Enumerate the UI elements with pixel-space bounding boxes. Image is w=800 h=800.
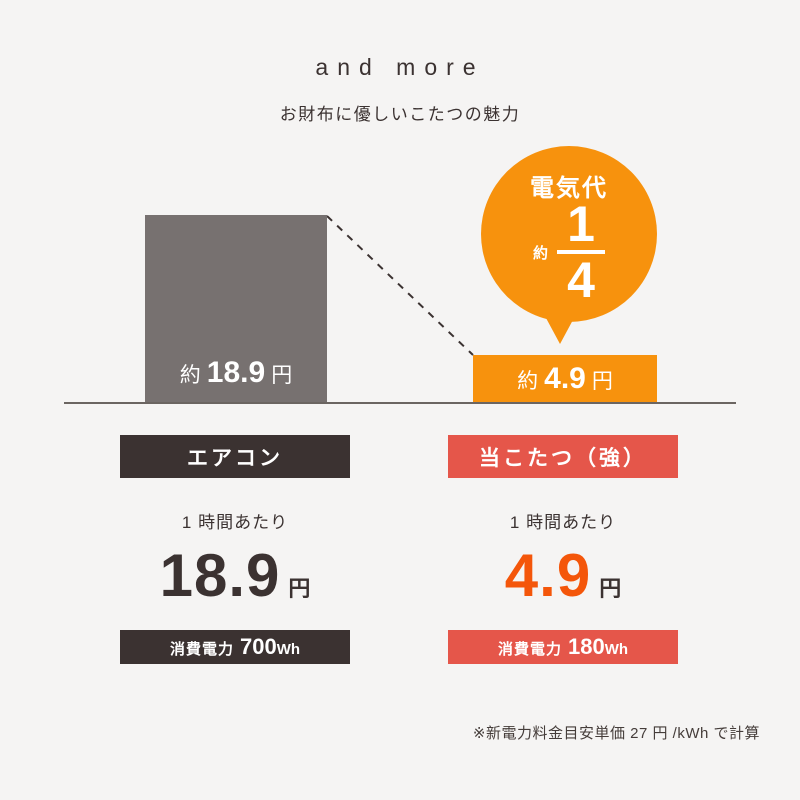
- aircon-power-prefix: 消費電力: [169, 641, 234, 658]
- fraction-approx-label: 約: [532, 244, 548, 262]
- fraction-denominator: 4: [567, 252, 595, 308]
- kotatsu-name-plate: 当こたつ（強）: [448, 435, 678, 478]
- aircon-name-plate: エアコン: [120, 435, 350, 478]
- kotatsu-bar-value: 4.9: [544, 362, 586, 395]
- badge-electricity-label: 電気代: [530, 175, 608, 202]
- aircon-price-value: 18.9: [159, 542, 281, 609]
- kotatsu-power-value: 180: [567, 634, 605, 659]
- aircon-power-badge: 消費電力 700 Wh: [120, 630, 350, 664]
- kotatsu-bar-approx: 約: [517, 370, 539, 393]
- aircon-bar-approx: 約: [179, 364, 201, 387]
- badge-pointer-tail: [546, 318, 574, 344]
- kotatsu-price-unit: 円: [599, 576, 622, 601]
- fraction: 1 4: [557, 196, 605, 308]
- aircon-power-value: 700: [239, 634, 277, 659]
- aircon-power-unit: Wh: [276, 641, 301, 658]
- aircon-price: 18.9 円: [120, 540, 350, 612]
- kotatsu-cost-bar: 約 4.9 円: [473, 355, 657, 403]
- footnote: ※新電力料金目安単価 27 円 /kWh で計算: [472, 725, 760, 742]
- section-title: and more: [315, 54, 485, 80]
- cost-ratio-badge: 電気代 約 1 4: [481, 146, 657, 322]
- aircon-bar-unit: 円: [271, 364, 293, 387]
- chart-baseline: [64, 402, 736, 404]
- comparison-dashed-line: [326, 215, 474, 356]
- aircon-bar-value-label: 約 18.9 円: [180, 356, 292, 390]
- kotatsu-price-value: 4.9: [504, 542, 592, 609]
- fraction-line: [557, 250, 605, 254]
- kotatsu-price: 4.9 円: [448, 540, 678, 612]
- kotatsu-bar-value-label: 約 4.9 円: [517, 362, 613, 396]
- aircon-cost-bar: 約 18.9 円: [145, 215, 327, 403]
- aircon-per-hour-label: 1 時間あたり: [181, 513, 289, 532]
- kotatsu-power-prefix: 消費電力: [497, 641, 562, 658]
- kotatsu-per-hour-label: 1 時間あたり: [509, 513, 617, 532]
- kotatsu-bar-unit: 円: [591, 370, 613, 393]
- section-subtitle: お財布に優しいこたつの魅力: [279, 105, 521, 124]
- fraction-numerator: 1: [567, 196, 595, 252]
- kotatsu-power-unit: Wh: [604, 641, 629, 658]
- aircon-bar-value: 18.9: [206, 356, 266, 389]
- fraction-row: 約 1 4: [532, 196, 605, 308]
- aircon-price-unit: 円: [288, 576, 311, 601]
- kotatsu-power-badge: 消費電力 180 Wh: [448, 630, 678, 664]
